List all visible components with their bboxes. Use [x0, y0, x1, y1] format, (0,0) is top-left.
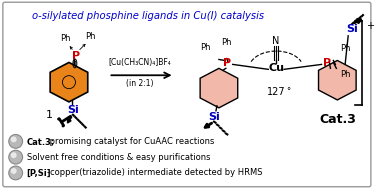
Text: [P,Si]: [P,Si] [27, 168, 51, 177]
Text: -copper(triazolide) intermediate detected by HRMS: -copper(triazolide) intermediate detecte… [47, 168, 263, 177]
Text: promising catalyst for CuAAC reactions: promising catalyst for CuAAC reactions [47, 137, 214, 146]
Text: Si: Si [208, 112, 220, 122]
Text: Si: Si [346, 24, 358, 34]
Polygon shape [50, 62, 88, 102]
Text: Solvent free conditions & easy purifications: Solvent free conditions & easy purificat… [27, 153, 210, 162]
Circle shape [11, 136, 16, 142]
Text: (in 2:1): (in 2:1) [126, 79, 154, 88]
Circle shape [9, 134, 22, 148]
Text: N: N [273, 36, 280, 46]
Circle shape [11, 152, 16, 158]
Text: P: P [72, 50, 80, 60]
Text: P: P [223, 58, 231, 68]
Text: Ph: Ph [222, 38, 232, 47]
Polygon shape [200, 68, 238, 108]
Text: +: + [366, 21, 374, 31]
Circle shape [9, 150, 22, 164]
Text: Ph: Ph [340, 70, 351, 79]
Text: P: P [323, 58, 332, 68]
Text: [Cu(CH₃CN)₄]BF₄: [Cu(CH₃CN)₄]BF₄ [109, 58, 171, 67]
Text: Cu: Cu [268, 63, 284, 73]
Text: Cat.3;: Cat.3; [27, 137, 55, 146]
Text: Cat.3: Cat.3 [319, 113, 356, 126]
Text: 127: 127 [267, 87, 285, 97]
Circle shape [9, 166, 22, 180]
FancyBboxPatch shape [3, 2, 371, 187]
Polygon shape [318, 60, 356, 100]
Text: o-silylated phosphine ligands in Cu(I) catalysis: o-silylated phosphine ligands in Cu(I) c… [32, 11, 264, 21]
Text: Si: Si [67, 105, 79, 115]
Text: Ph: Ph [200, 43, 210, 52]
Text: °: ° [286, 88, 290, 97]
Text: Ph: Ph [60, 34, 70, 43]
Text: Ph: Ph [340, 44, 351, 53]
Text: 1: 1 [46, 110, 53, 120]
Circle shape [11, 168, 16, 174]
Text: Ph: Ph [86, 32, 96, 41]
